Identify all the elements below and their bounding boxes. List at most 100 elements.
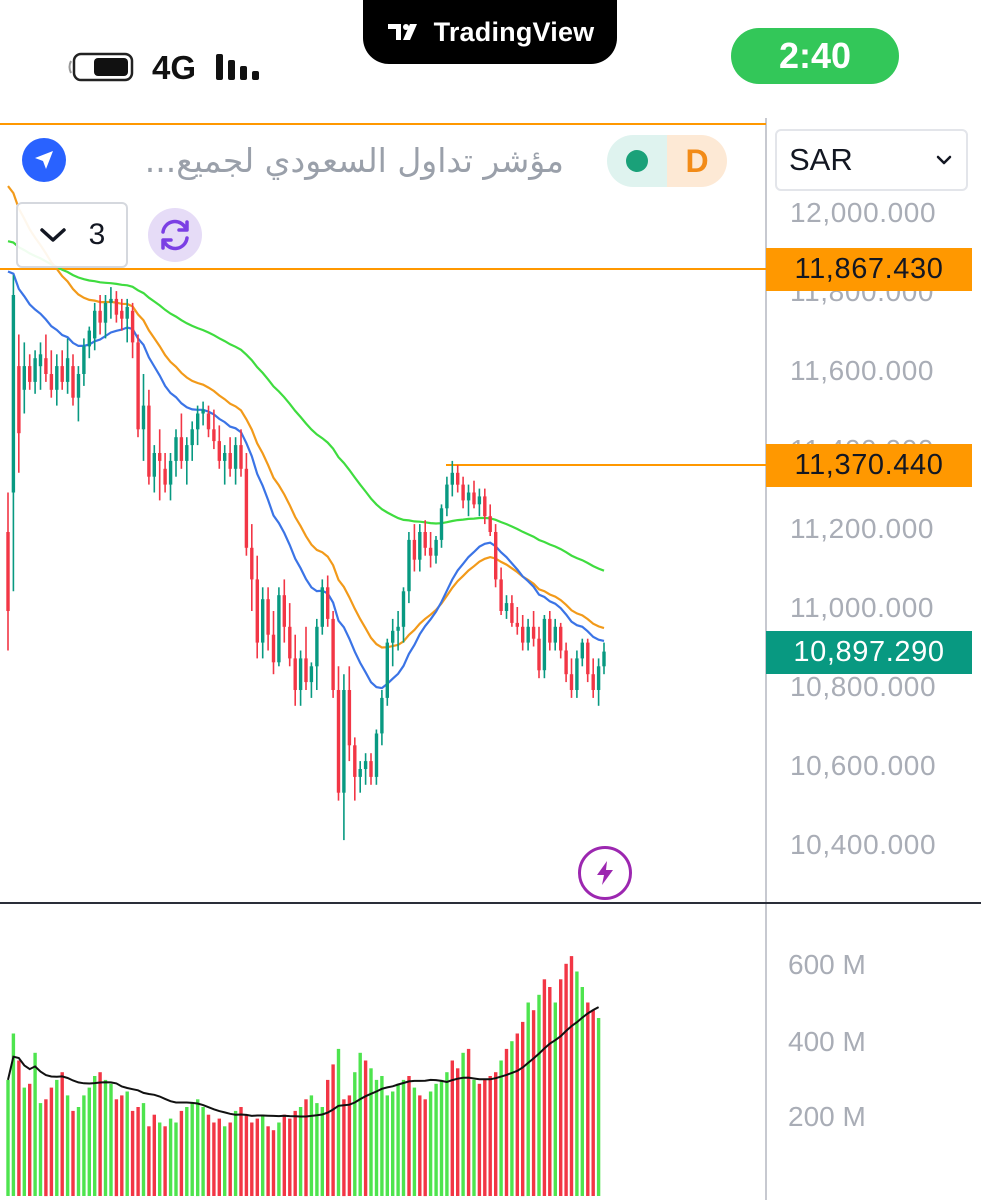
last-price-label[interactable]: 10,897.290 bbox=[766, 631, 972, 674]
volume-bar bbox=[125, 1091, 129, 1196]
lightning-button[interactable] bbox=[578, 846, 632, 900]
volume-bar bbox=[494, 1072, 498, 1196]
candle bbox=[201, 401, 205, 426]
price-tick: 10,400.000 bbox=[790, 829, 937, 860]
volume-tick: 600 M bbox=[788, 949, 866, 980]
candle bbox=[130, 302, 135, 359]
candle bbox=[6, 492, 10, 651]
volume-bar bbox=[22, 1087, 26, 1196]
candle bbox=[217, 425, 221, 469]
volume-bar bbox=[179, 1110, 184, 1196]
candle bbox=[591, 658, 595, 698]
alert-price-label[interactable]: 11,867.430 bbox=[766, 248, 972, 291]
volume-bar bbox=[488, 1076, 492, 1196]
volume-bar bbox=[33, 1052, 37, 1196]
candle bbox=[212, 409, 216, 450]
price-tick: 12,000.000 bbox=[790, 197, 937, 228]
volume-bar bbox=[196, 1099, 200, 1197]
volume-bar bbox=[531, 1010, 536, 1196]
candle bbox=[586, 638, 590, 683]
price-tick: 11,000.000 bbox=[790, 592, 935, 623]
market-status-chip[interactable]: D bbox=[607, 135, 727, 187]
candle bbox=[293, 634, 297, 706]
volume-bar bbox=[114, 1099, 119, 1197]
ray-price-label[interactable]: 11,370.440 bbox=[766, 444, 972, 487]
volume-bar bbox=[347, 1095, 352, 1196]
candle bbox=[190, 421, 194, 461]
volume-bar bbox=[98, 1072, 102, 1196]
candle bbox=[168, 453, 173, 501]
candle bbox=[55, 354, 59, 406]
candle bbox=[331, 611, 335, 698]
candle bbox=[380, 690, 384, 746]
volume-bar bbox=[575, 971, 579, 1196]
candle bbox=[602, 642, 606, 675]
volume-bar bbox=[358, 1052, 362, 1196]
price-tick: 11,600.000 bbox=[790, 355, 935, 386]
volume-bar bbox=[174, 1122, 178, 1196]
candle bbox=[564, 642, 568, 683]
volume-bar bbox=[569, 956, 574, 1196]
volume-bar bbox=[217, 1118, 221, 1196]
volume-bar bbox=[548, 987, 552, 1196]
candle bbox=[472, 480, 476, 509]
last-price-text: 10,897.290 bbox=[793, 636, 945, 668]
delay-letter: D bbox=[685, 142, 709, 179]
candle bbox=[288, 603, 292, 667]
candle bbox=[76, 366, 81, 422]
volume-bar bbox=[266, 1126, 270, 1196]
candle bbox=[488, 504, 492, 536]
volume-bar bbox=[255, 1118, 259, 1196]
volume-bar bbox=[477, 1083, 482, 1196]
candle bbox=[185, 437, 189, 485]
volume-bar bbox=[190, 1103, 194, 1196]
sync-button[interactable] bbox=[148, 208, 202, 262]
candle bbox=[103, 295, 108, 339]
candle-layer bbox=[6, 275, 606, 841]
volume-bar bbox=[418, 1095, 422, 1196]
battery-icon bbox=[68, 52, 134, 82]
alert-price-text: 11,867.430 bbox=[794, 253, 944, 285]
volume-bar bbox=[136, 1107, 140, 1196]
candle bbox=[239, 429, 243, 477]
currency-select[interactable]: SAR bbox=[775, 129, 968, 191]
volume-bar bbox=[580, 987, 584, 1196]
navigation-arrow-icon bbox=[35, 151, 53, 169]
volume-bar bbox=[542, 979, 547, 1196]
volume-bar bbox=[76, 1107, 81, 1196]
indicator-toggle-button[interactable]: 3 bbox=[16, 202, 128, 268]
volume-bar bbox=[130, 1110, 135, 1196]
clock-pill[interactable]: 2:40 bbox=[731, 28, 899, 84]
volume-bar bbox=[537, 994, 541, 1196]
candle bbox=[320, 579, 324, 635]
candle bbox=[28, 354, 32, 390]
candle bbox=[315, 618, 319, 690]
volume-bar bbox=[461, 1052, 465, 1196]
volume-bar bbox=[591, 1010, 595, 1196]
candle bbox=[136, 334, 140, 438]
volume-bar bbox=[456, 1068, 460, 1196]
symbol-header[interactable]: مؤشر تداول السعودي لجميع... D bbox=[20, 132, 732, 188]
candle bbox=[531, 611, 536, 647]
candle bbox=[228, 437, 232, 477]
volume-bar bbox=[466, 1048, 471, 1196]
candle bbox=[580, 638, 584, 667]
volume-tick: 400 M bbox=[788, 1026, 866, 1057]
candle bbox=[483, 488, 487, 525]
candle bbox=[553, 618, 557, 651]
volume-bar bbox=[586, 1002, 590, 1196]
volume-bar bbox=[49, 1087, 54, 1196]
volume-bar bbox=[298, 1107, 303, 1196]
candle bbox=[261, 587, 265, 659]
volume-bar bbox=[526, 1002, 530, 1196]
candle bbox=[141, 374, 146, 461]
candle bbox=[304, 626, 308, 690]
market-open-indicator bbox=[607, 135, 667, 187]
candle bbox=[17, 334, 21, 473]
volume-bar bbox=[396, 1083, 400, 1196]
volume-bar bbox=[109, 1083, 113, 1196]
volume-bar bbox=[412, 1087, 417, 1196]
market-status-dot bbox=[626, 150, 648, 172]
volume-bar bbox=[158, 1122, 162, 1196]
